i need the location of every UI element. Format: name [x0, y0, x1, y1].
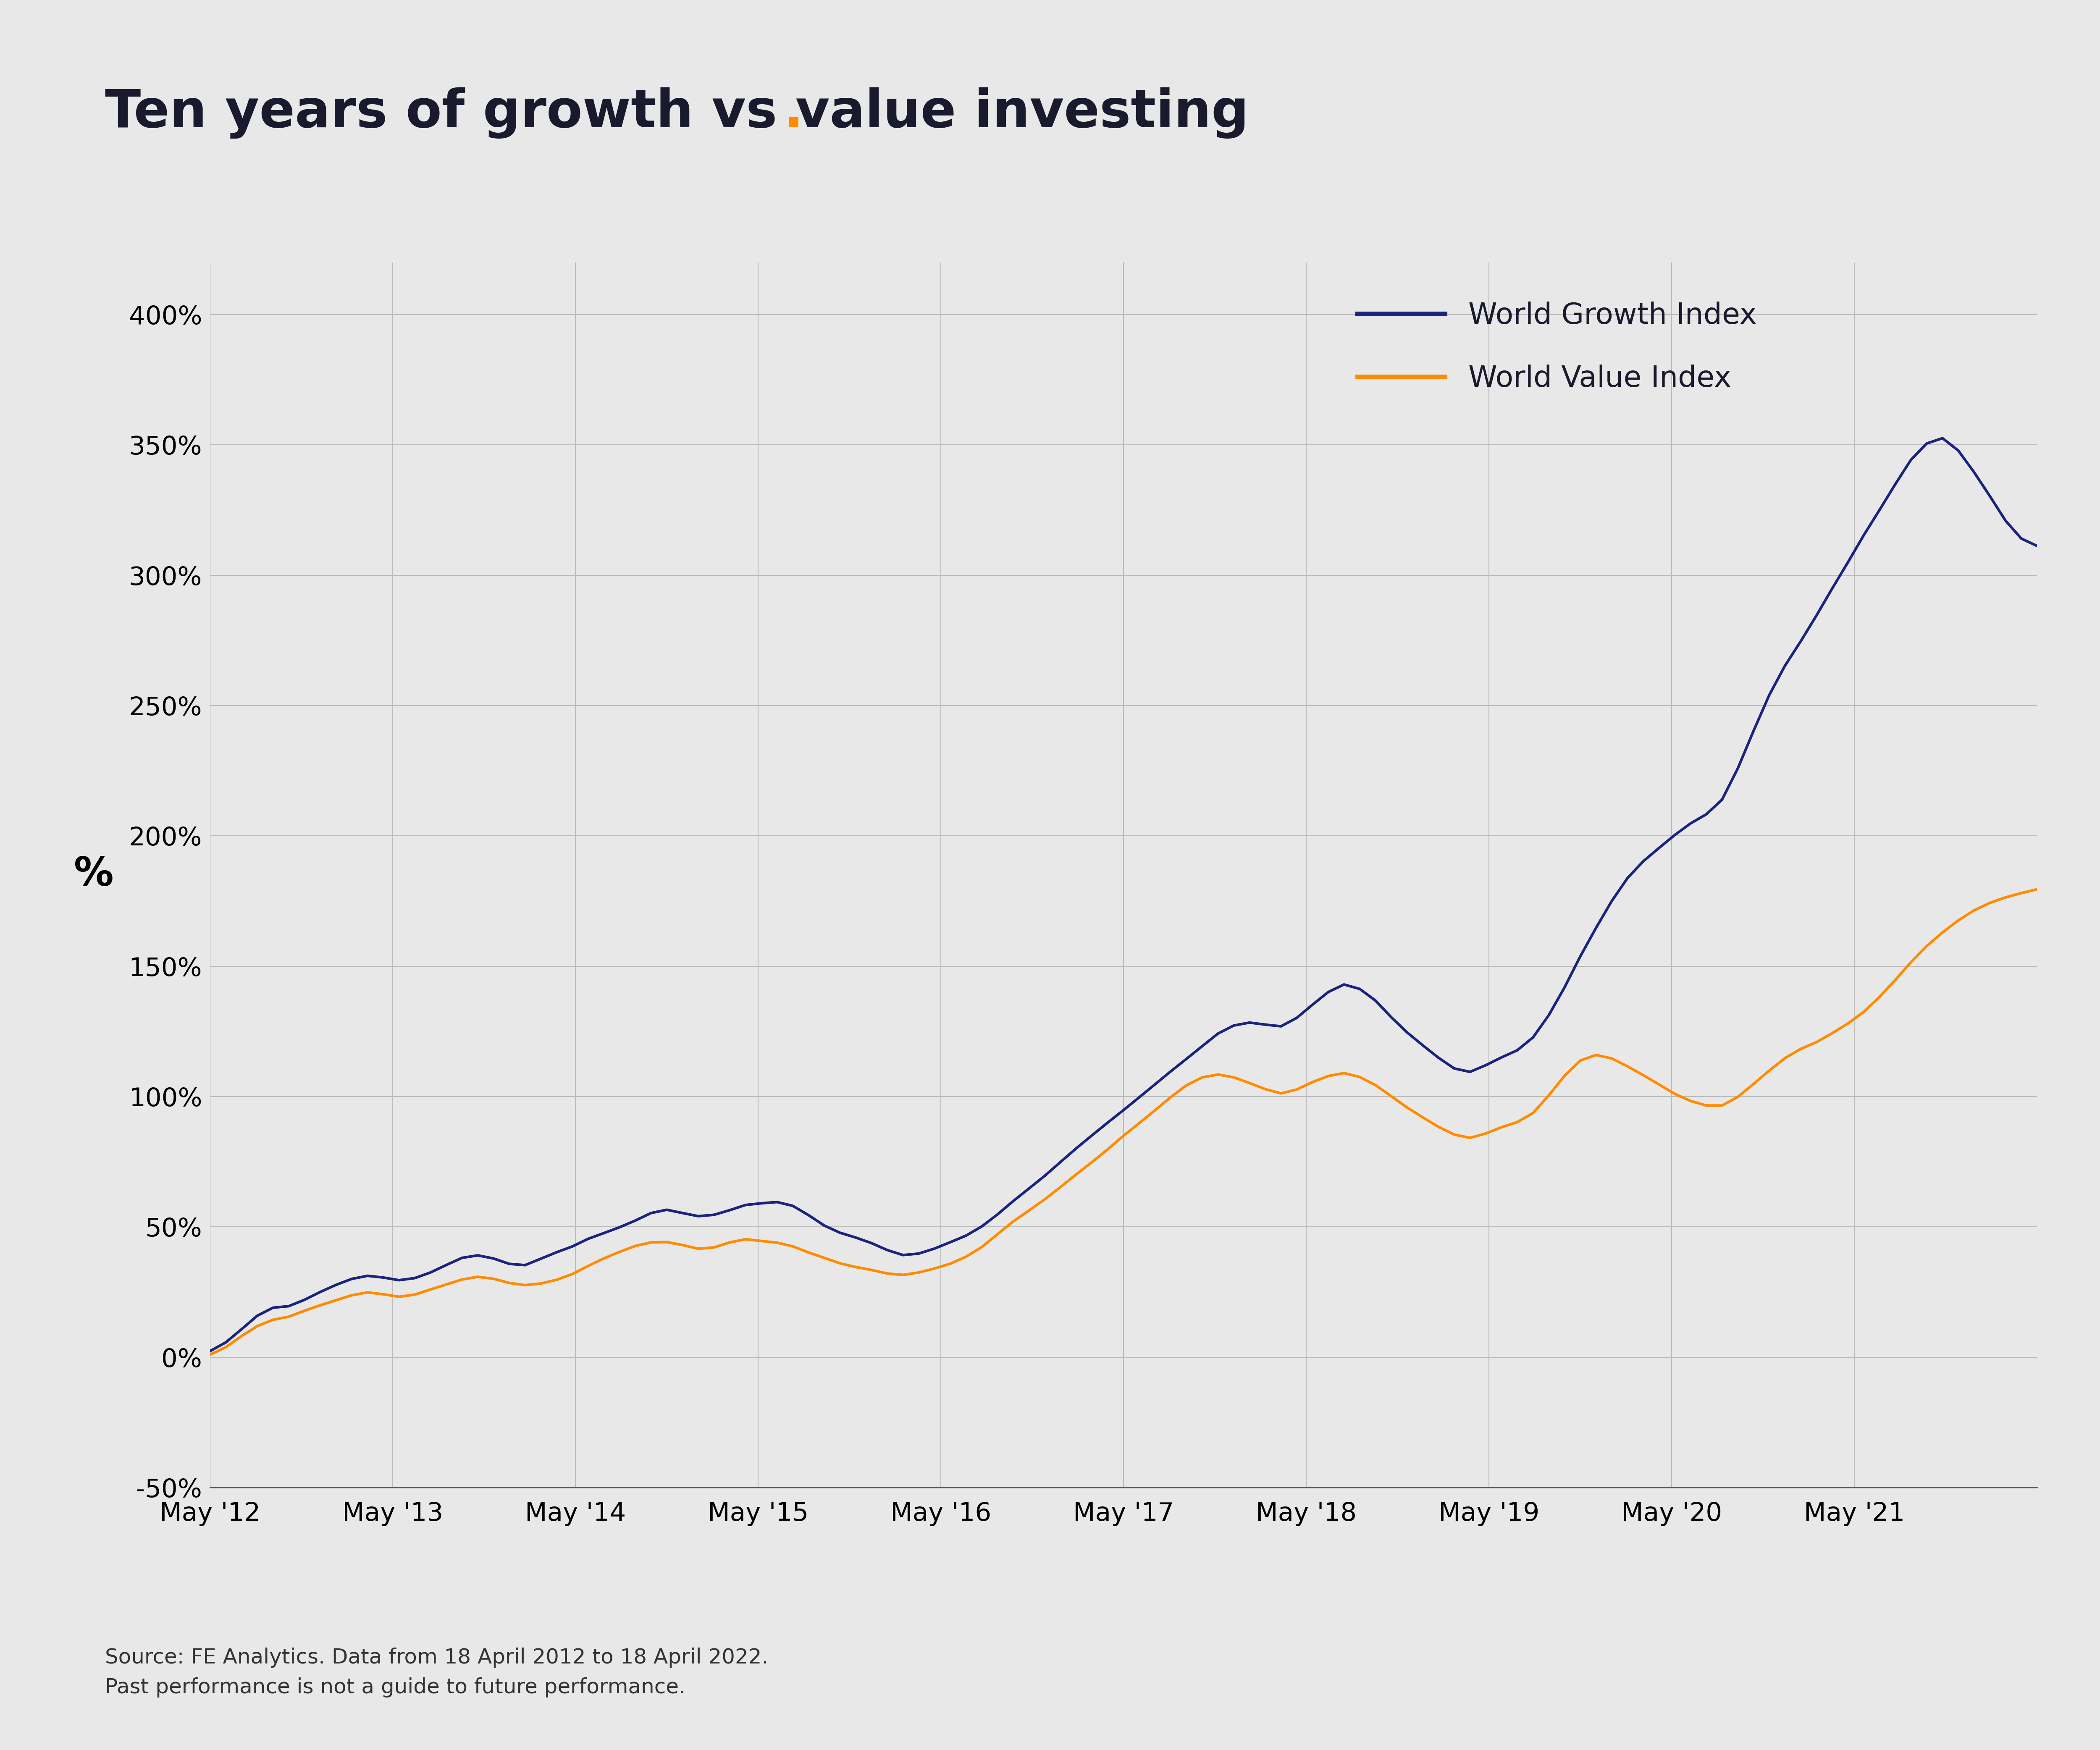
Y-axis label: %: % — [74, 856, 113, 894]
Text: .: . — [783, 88, 802, 138]
Text: Ten years of growth vs value investing: Ten years of growth vs value investing — [105, 88, 1249, 138]
Text: Source: FE Analytics. Data from 18 April 2012 to 18 April 2022.
Past performance: Source: FE Analytics. Data from 18 April… — [105, 1647, 769, 1698]
Legend: World Growth Index, World Value Index: World Growth Index, World Value Index — [1357, 301, 1756, 392]
